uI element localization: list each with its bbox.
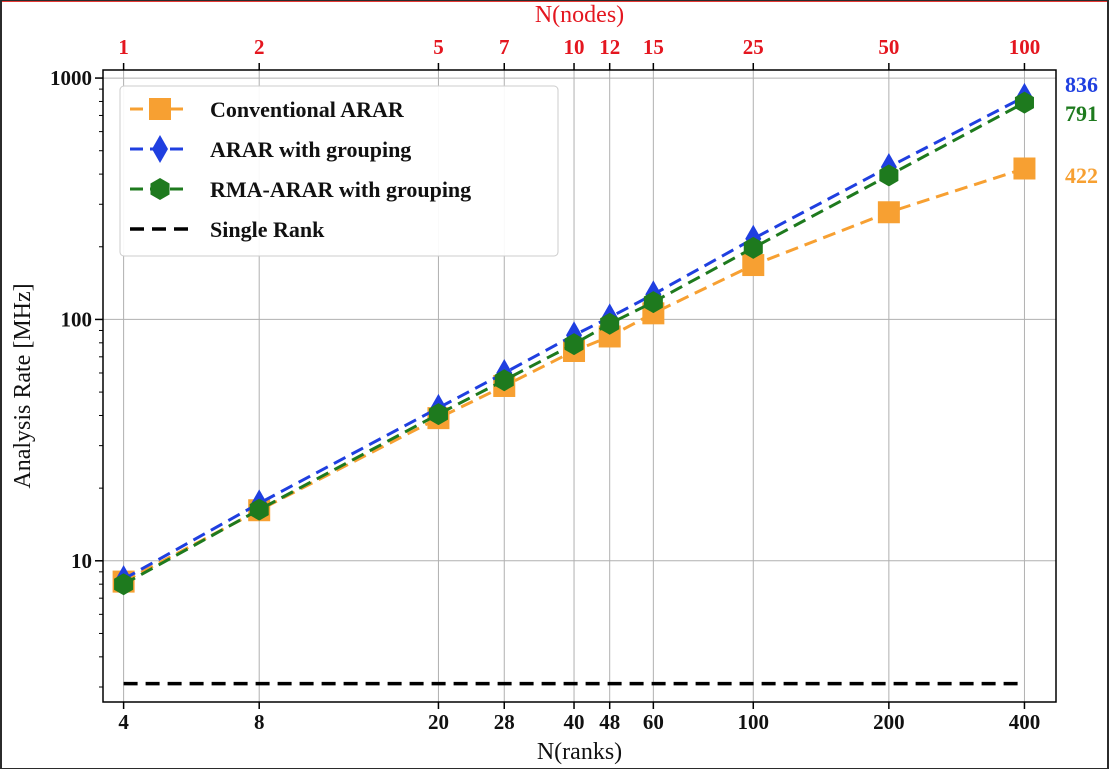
y-axis-title: Analysis Rate [MHz] <box>10 283 36 488</box>
data-point <box>428 403 448 426</box>
top-tick-label: 12 <box>599 35 620 59</box>
x-axis-title: N(ranks) <box>537 739 622 765</box>
data-point <box>114 573 134 596</box>
top-tick-label: 5 <box>433 35 444 59</box>
legend-item: Conventional ARAR <box>130 97 405 122</box>
top-tick-label: 2 <box>254 35 265 59</box>
series-line <box>122 95 1026 581</box>
end-value-label: 422 <box>1065 163 1098 188</box>
x-tick-label: 28 <box>494 710 515 734</box>
legend-label: RMA-ARAR with grouping <box>210 177 471 202</box>
top-tick-label: 10 <box>564 35 585 59</box>
data-point <box>1014 91 1034 114</box>
x-tick-label: 100 <box>738 710 770 734</box>
end-value-label: 836 <box>1065 72 1098 97</box>
x-tick-label: 40 <box>564 710 585 734</box>
legend-item: RMA-ARAR with grouping <box>130 177 471 202</box>
top-tick-label: 1 <box>118 35 129 59</box>
legend-marker <box>152 135 168 163</box>
legend-marker <box>150 178 170 200</box>
legend-label: Single Rank <box>210 217 325 242</box>
top-tick-label: 50 <box>878 35 899 59</box>
y-tick-label: 10 <box>71 549 92 573</box>
top-tick-label: 7 <box>499 35 510 59</box>
end-value-label: 791 <box>1065 101 1098 126</box>
x-tick-label: 400 <box>1009 710 1041 734</box>
y-tick-label: 1000 <box>50 66 92 90</box>
data-series: 836 791 422 <box>112 72 1098 686</box>
x-tick-label: 20 <box>428 710 449 734</box>
legend-item: Single Rank <box>130 217 325 242</box>
series-rma-arar-with-grouping <box>114 91 1034 596</box>
top-axis-title: N(nodes) <box>535 2 624 28</box>
data-point <box>600 312 620 335</box>
legend-item: ARAR with grouping <box>130 135 411 163</box>
data-point <box>743 236 763 259</box>
x-tick-label: 60 <box>643 710 664 734</box>
data-point <box>494 369 514 392</box>
top-tick-label: 15 <box>643 35 664 59</box>
top-tick-label: 100 <box>1009 35 1041 59</box>
data-point <box>249 498 269 521</box>
x-tick-label: 48 <box>599 710 620 734</box>
data-point <box>643 291 663 314</box>
legend-label: ARAR with grouping <box>210 137 411 162</box>
x-tick-label: 4 <box>118 710 129 734</box>
top-tick-label: 25 <box>743 35 764 59</box>
data-point <box>1013 157 1036 180</box>
x-tick-label: 8 <box>254 710 265 734</box>
series-line <box>122 101 1026 586</box>
data-point <box>564 333 584 356</box>
legend-marker <box>149 98 171 120</box>
plot-frame <box>102 69 1057 703</box>
legend-label: Conventional ARAR <box>210 97 405 122</box>
y-tick-label: 100 <box>61 307 93 331</box>
x-tick-label: 200 <box>873 710 905 734</box>
data-point <box>877 201 900 224</box>
series-line <box>122 167 1025 583</box>
data-point <box>879 164 899 187</box>
legend: Conventional ARAR ARAR with grouping RMA-A… <box>119 85 559 257</box>
data-point <box>742 254 765 277</box>
legend-box <box>119 85 559 257</box>
